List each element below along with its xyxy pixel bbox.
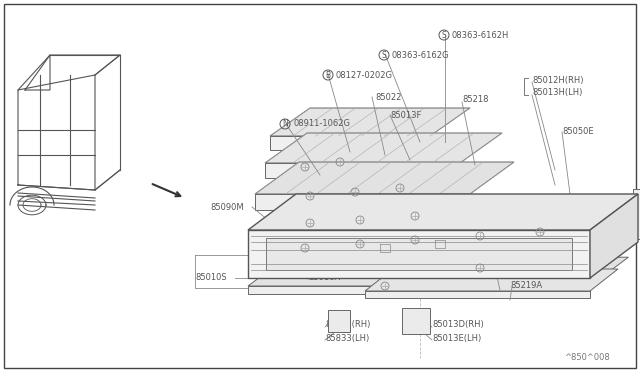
Polygon shape bbox=[365, 269, 618, 291]
Text: 85090M: 85090M bbox=[210, 202, 244, 212]
Text: 08363-6162G: 08363-6162G bbox=[392, 51, 449, 60]
Polygon shape bbox=[255, 162, 514, 194]
Polygon shape bbox=[270, 136, 430, 150]
Text: 85013E(LH): 85013E(LH) bbox=[432, 334, 481, 343]
Text: 85833(LH): 85833(LH) bbox=[325, 334, 369, 343]
Text: 85218: 85218 bbox=[462, 96, 488, 105]
Text: 85010S: 85010S bbox=[195, 273, 227, 282]
Polygon shape bbox=[266, 238, 572, 270]
Text: 85080A: 85080A bbox=[308, 273, 340, 282]
Text: 90834E: 90834E bbox=[412, 222, 444, 231]
Text: 08363-6162H: 08363-6162H bbox=[452, 31, 509, 39]
Polygon shape bbox=[265, 163, 460, 178]
Polygon shape bbox=[248, 286, 590, 294]
Text: 85013D(RH): 85013D(RH) bbox=[432, 321, 484, 330]
Polygon shape bbox=[328, 310, 350, 332]
Polygon shape bbox=[365, 291, 590, 298]
Text: 85240: 85240 bbox=[492, 202, 518, 212]
Polygon shape bbox=[633, 189, 640, 239]
Text: S: S bbox=[381, 51, 387, 60]
Text: 85022: 85022 bbox=[375, 93, 401, 102]
Text: 85832(RH): 85832(RH) bbox=[325, 321, 371, 330]
Polygon shape bbox=[265, 133, 502, 163]
Polygon shape bbox=[402, 308, 430, 334]
Polygon shape bbox=[248, 230, 590, 278]
Text: 85012H(RH): 85012H(RH) bbox=[532, 76, 584, 84]
Text: 85013F: 85013F bbox=[390, 112, 421, 121]
Text: 85242: 85242 bbox=[494, 266, 520, 275]
Text: ^850^008: ^850^008 bbox=[564, 353, 610, 362]
Text: 85080F: 85080F bbox=[308, 257, 339, 266]
Polygon shape bbox=[270, 108, 470, 136]
Text: B: B bbox=[325, 71, 331, 80]
Text: N: N bbox=[282, 119, 288, 128]
Text: 08127-0202G: 08127-0202G bbox=[336, 71, 393, 80]
Text: 85219A: 85219A bbox=[510, 280, 542, 289]
Polygon shape bbox=[248, 194, 638, 230]
Text: 85050E: 85050E bbox=[562, 126, 594, 135]
Text: 08911-1062G: 08911-1062G bbox=[293, 119, 350, 128]
Text: 85013H(LH): 85013H(LH) bbox=[532, 89, 582, 97]
Polygon shape bbox=[248, 257, 628, 286]
Polygon shape bbox=[590, 194, 638, 278]
Text: S: S bbox=[442, 31, 446, 39]
Polygon shape bbox=[255, 194, 470, 210]
